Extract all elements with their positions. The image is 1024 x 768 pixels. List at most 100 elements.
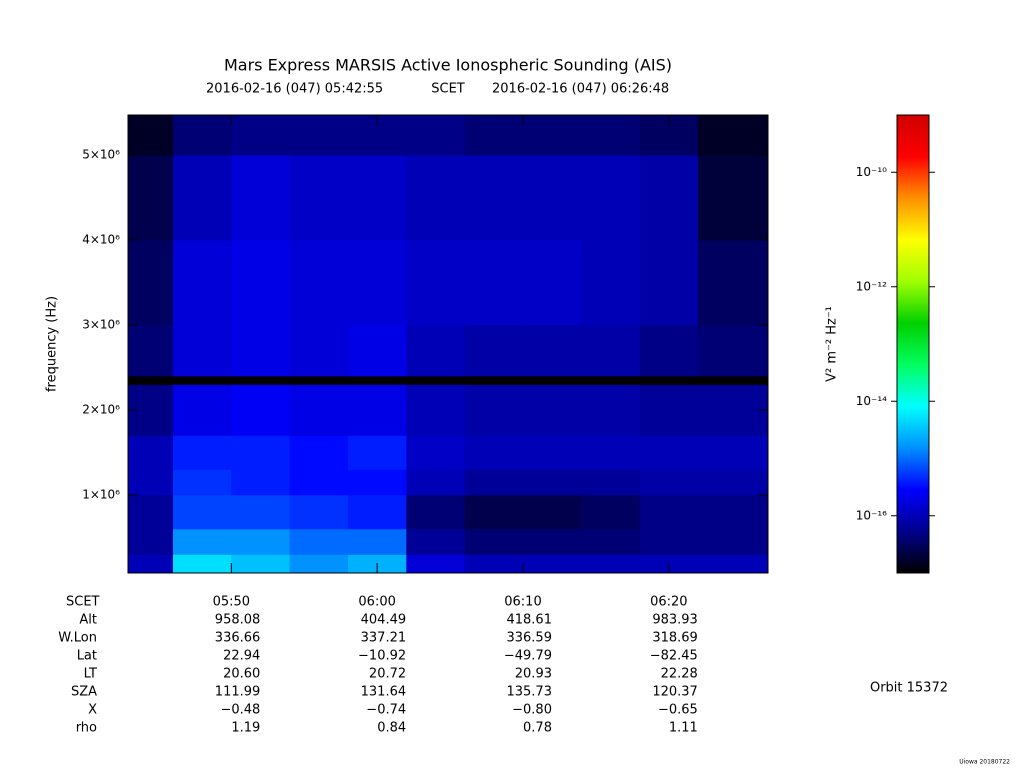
spectrogram-cell (172, 384, 232, 436)
spectrogram-cell (697, 239, 769, 326)
ephemeris-label: SZA (71, 685, 97, 700)
spectrogram-cell (464, 115, 524, 156)
spectrogram-cell (639, 239, 699, 326)
spectrogram-cell (231, 324, 291, 377)
ephemeris-label: X (88, 703, 97, 718)
spectrogram-cell (347, 239, 407, 326)
y-tick-label: 1×10⁶ (82, 487, 120, 501)
ephemeris-value: 111.99 (215, 685, 261, 700)
ephemeris-value: 0.84 (377, 721, 406, 736)
spectrogram-cell (289, 239, 349, 326)
ephemeris-value: 22.28 (661, 667, 698, 682)
spectrogram-cell (697, 494, 769, 530)
spectrogram-cell (406, 469, 466, 496)
spectrogram-cell (172, 469, 232, 496)
spectrogram-cell (128, 115, 174, 156)
y-tick-label: 5×10⁶ (82, 147, 120, 161)
ephemeris-value: 20.72 (369, 667, 406, 682)
spectrogram-cell (522, 435, 582, 470)
spectrogram-cell (697, 435, 769, 470)
ephemeris-value: 22.94 (223, 649, 260, 664)
spectrogram-cell (464, 435, 524, 470)
colorbar-tick-label: 10⁻¹⁶ (856, 508, 887, 522)
spectrogram-cell (639, 154, 699, 241)
ephemeris-value: 1.11 (669, 721, 698, 736)
x-tick-label: 06:10 (504, 595, 541, 610)
spectrogram-cell (464, 494, 524, 530)
spectrogram-cell (581, 435, 641, 470)
plot-frame (127, 114, 769, 574)
ephemeris-value: 0.78 (523, 721, 552, 736)
spectrogram-cell (347, 384, 407, 436)
spectrogram-cell (639, 494, 699, 530)
spectrogram-cell (289, 154, 349, 241)
spectrogram-cell (406, 239, 466, 326)
spectrogram-cell (172, 115, 232, 156)
spectrogram-cell (581, 115, 641, 156)
ephemeris-value: −0.48 (220, 703, 260, 718)
spectrogram-cell (406, 115, 466, 156)
time-label: SCET (431, 82, 465, 97)
spectrogram-cell (522, 494, 582, 530)
spectrogram-cell (289, 324, 349, 377)
spectrogram-cell (406, 324, 466, 377)
spectrogram-cell (522, 384, 582, 436)
spectrogram-cell (406, 154, 466, 241)
spectrogram-cell (697, 554, 769, 574)
spectrogram-cell (231, 154, 291, 241)
ephemeris-value: 958.08 (215, 613, 261, 628)
spectrogram-cell (639, 384, 699, 436)
ephemeris-value: 20.60 (223, 667, 260, 682)
ephemeris-value: −49.79 (504, 649, 552, 664)
spectrogram-cell (464, 384, 524, 436)
x-tick-label: 05:50 (213, 595, 250, 610)
spectrogram-cell (697, 528, 769, 555)
spectrogram-cell (406, 494, 466, 530)
ephemeris-label: W.Lon (58, 631, 97, 646)
spectrogram-cell (231, 384, 291, 436)
spectrogram-cell (128, 528, 174, 555)
ephemeris-value: 20.93 (515, 667, 552, 682)
spectrogram-cell (406, 375, 466, 385)
spectrogram-cell (522, 115, 582, 156)
spectrogram-cell (231, 435, 291, 470)
spectrogram-cell (128, 154, 174, 241)
ephemeris-value: 404.49 (361, 613, 407, 628)
spectrogram-cell (347, 154, 407, 241)
spectrogram-cell (128, 469, 174, 496)
spectrogram-cell (231, 239, 291, 326)
spectrogram-cell (697, 324, 769, 377)
colorbar-tick-label: 10⁻¹⁰ (856, 165, 887, 179)
spectrogram-cell (464, 375, 524, 385)
ephemeris-label: LT (84, 667, 97, 682)
spectrogram-cell (406, 554, 466, 574)
ephemeris-value: 983.93 (652, 613, 698, 628)
spectrogram-cell (406, 528, 466, 555)
spectrogram-cell (347, 469, 407, 496)
ephemeris-value: 336.66 (215, 631, 261, 646)
spectrogram-cell (172, 239, 232, 326)
spectrogram-cell (522, 375, 582, 385)
spectrogram-cell (172, 528, 232, 555)
spectrogram-cell (172, 324, 232, 377)
spectrogram-cell (128, 554, 174, 574)
spectrogram-cell (289, 494, 349, 530)
ephemeris-value: −82.45 (650, 649, 698, 664)
ephemeris-value: 318.69 (652, 631, 698, 646)
spectrogram-cell (464, 469, 524, 496)
spectrogram-cell (581, 324, 641, 377)
spectrogram-cell (581, 494, 641, 530)
spectrogram-cell (289, 554, 349, 574)
ephemeris-value: 1.19 (231, 721, 260, 736)
spectrogram-cell (289, 384, 349, 436)
spectrogram-cell (464, 239, 524, 326)
spectrogram-cell (406, 435, 466, 470)
ephemeris-value: 135.73 (506, 685, 552, 700)
spectrogram-cell (172, 554, 232, 574)
spectrogram-cell (289, 435, 349, 470)
spectrogram-cell (347, 324, 407, 377)
spectrogram-cell (639, 375, 699, 385)
spectrogram-cell (581, 154, 641, 241)
spectrogram-cell (522, 554, 582, 574)
